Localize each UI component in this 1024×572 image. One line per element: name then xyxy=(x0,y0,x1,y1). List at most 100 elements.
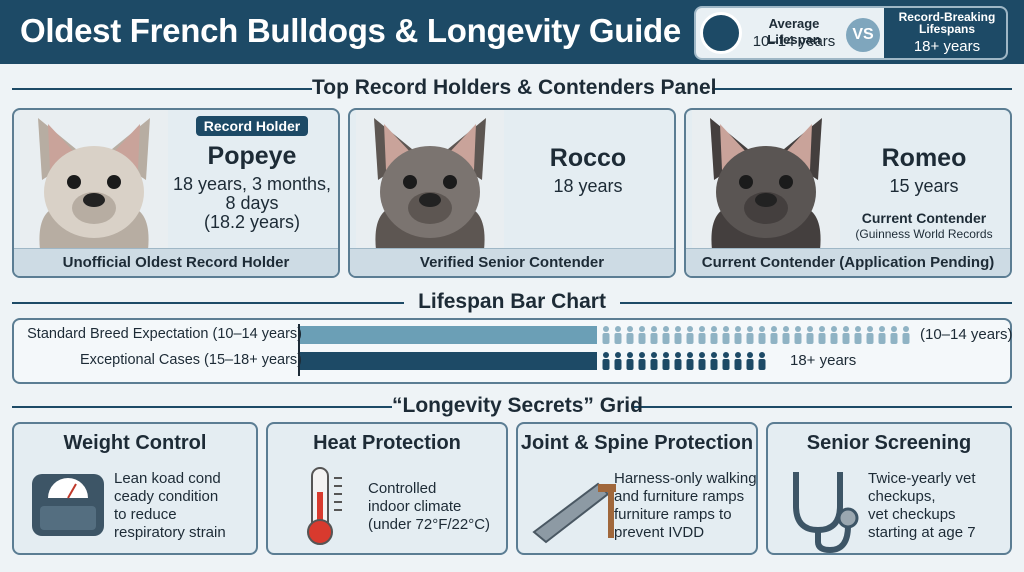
rule xyxy=(712,88,1012,90)
person-body xyxy=(758,333,766,344)
secret-line: and furniture ramps xyxy=(614,488,745,505)
eye xyxy=(67,175,81,189)
pictogram xyxy=(602,326,910,370)
person-head xyxy=(627,352,633,358)
person-body xyxy=(794,333,802,344)
person-head xyxy=(747,326,753,332)
person-head xyxy=(675,326,681,332)
person-head xyxy=(651,326,657,332)
person-body xyxy=(746,333,754,344)
badge-label: Record-Breaking Lifespans xyxy=(898,10,996,36)
badge-right: Record-Breaking Lifespans 18+ years xyxy=(884,8,1006,58)
person-body xyxy=(710,333,718,344)
person-head xyxy=(783,326,789,332)
person-head xyxy=(639,352,645,358)
row-label: Exceptional Cases (15–18+ years) xyxy=(79,352,302,368)
person-body xyxy=(650,333,658,344)
ear-inner xyxy=(384,124,412,170)
header-bar: Oldest French Bulldogs & Longevity Guide… xyxy=(0,0,1024,64)
rule xyxy=(12,406,392,408)
person-head xyxy=(687,352,693,358)
eye xyxy=(443,175,457,189)
person-body xyxy=(638,359,646,370)
person-head xyxy=(663,352,669,358)
person-head xyxy=(723,352,729,358)
person-head xyxy=(711,352,717,358)
secret-title: Joint & Spine Protection xyxy=(520,432,754,454)
person-head xyxy=(663,326,669,332)
dog-note: Current Contender xyxy=(861,210,987,226)
rule xyxy=(12,88,312,90)
person-head xyxy=(627,326,633,332)
secret-icon xyxy=(532,482,616,544)
bar xyxy=(300,326,597,344)
person-head xyxy=(675,352,681,358)
person-head xyxy=(831,326,837,332)
dog-card: Romeo 15 years Current Contender (Guinness … xyxy=(684,108,1012,278)
shape xyxy=(815,525,851,554)
secret-line: vet checkups xyxy=(868,506,956,523)
person-head xyxy=(855,326,861,332)
dog-name: Rocco xyxy=(549,144,627,172)
person-body xyxy=(878,333,886,344)
eye xyxy=(107,175,121,189)
person-head xyxy=(699,326,705,332)
person-body xyxy=(638,333,646,344)
person-body xyxy=(698,333,706,344)
shape xyxy=(307,519,333,545)
person-body xyxy=(722,333,730,344)
rule xyxy=(12,302,404,304)
person-body xyxy=(722,359,730,370)
nose xyxy=(419,193,441,207)
person-body xyxy=(818,333,826,344)
dog-detail: (18.2 years) xyxy=(203,212,301,232)
vs-circle: VS xyxy=(846,18,880,52)
dog-info: Record Holder Popeye 18 years, 3 months, 8 … xyxy=(164,110,338,232)
shape xyxy=(793,472,843,534)
person-body xyxy=(758,359,766,370)
ear-inner xyxy=(784,124,812,170)
card-caption: Current Contender (Application Pending) xyxy=(686,248,1010,276)
secret-line: checkups, xyxy=(868,488,936,505)
secret-line: respiratory strain xyxy=(114,524,226,541)
person-head xyxy=(891,326,897,332)
person-body xyxy=(602,333,610,344)
person-body xyxy=(686,333,694,344)
secret-card: Senior Screening Twice-yearly vet checkups… xyxy=(766,422,1012,555)
person-head xyxy=(603,352,609,358)
section-title: “Longevity Secrets” Grid xyxy=(392,394,643,417)
record-badge: Record Holder xyxy=(195,116,309,136)
person-body xyxy=(854,333,862,344)
ear-inner xyxy=(720,124,748,170)
shape xyxy=(598,484,616,492)
secret-line: prevent IVDD xyxy=(614,524,705,541)
person-body xyxy=(626,333,634,344)
secret-text: Lean koad cond ceady condition to reduce re… xyxy=(114,470,226,542)
rule xyxy=(632,406,1012,408)
person-body xyxy=(614,333,622,344)
dog-info: Romeo 15 years Current Contender (Guinness … xyxy=(836,110,1010,242)
person-body xyxy=(698,359,706,370)
dog-detail: 8 days xyxy=(225,193,279,213)
dog-name: Popeye xyxy=(207,142,297,170)
row-end-label: 18+ years xyxy=(790,352,857,369)
person-head xyxy=(807,326,813,332)
bar xyxy=(300,352,597,370)
person-head xyxy=(651,352,657,358)
dog-detail: 18 years, 3 months, xyxy=(172,174,332,194)
person-head xyxy=(771,326,777,332)
shape xyxy=(67,483,77,499)
ear-inner xyxy=(448,124,476,170)
person-head xyxy=(639,326,645,332)
secret-line: Lean koad cond xyxy=(114,470,221,487)
secret-icon xyxy=(793,472,859,554)
dog-photo xyxy=(692,110,840,250)
person-body xyxy=(866,333,874,344)
person-head xyxy=(735,352,741,358)
person-body xyxy=(662,359,670,370)
secret-icon xyxy=(32,474,104,536)
secret-line: Controlled xyxy=(368,480,437,497)
row-end-label: (10–14 years) xyxy=(920,326,1013,343)
